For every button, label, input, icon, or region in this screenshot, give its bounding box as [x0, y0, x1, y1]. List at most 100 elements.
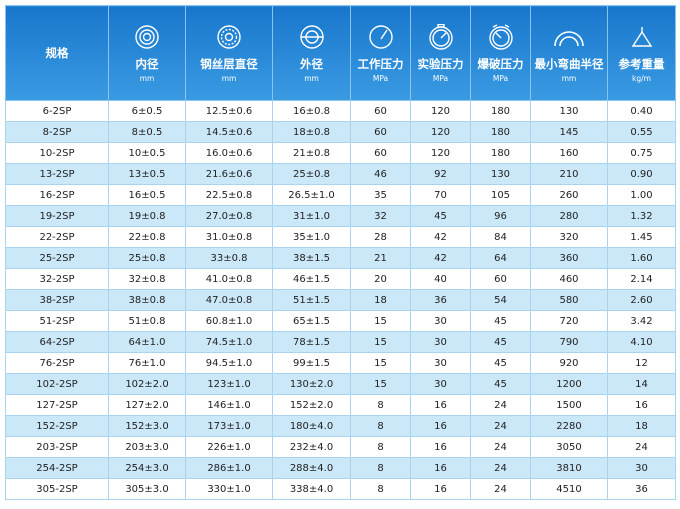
header-cell: 参考重量 kg/m	[607, 5, 676, 101]
table-cell: 76-2SP	[5, 352, 109, 374]
table-cell: 130	[470, 163, 531, 185]
table-cell: 24	[470, 457, 531, 479]
table-row: 25-2SP 25±0.8 33±0.8 38±1.5 21 42 64 360 1.60	[5, 247, 676, 269]
table-cell: 1.45	[607, 226, 676, 248]
table-cell: 21±0.8	[272, 142, 351, 164]
table-cell: 84	[470, 226, 531, 248]
table-cell: 8	[350, 415, 411, 437]
table-cell: 60	[470, 268, 531, 290]
table-cell: 1.60	[607, 247, 676, 269]
table-cell: 102±2.0	[108, 373, 186, 395]
table-cell: 16	[410, 457, 471, 479]
table-cell: 14	[607, 373, 676, 395]
table-row: 32-2SP 32±0.8 41.0±0.8 46±1.5 20 40 60 460 2.14	[5, 268, 676, 290]
table-cell: 16	[410, 415, 471, 437]
table-cell: 24	[470, 478, 531, 500]
table-cell: 36	[607, 478, 676, 500]
table-cell: 146±1.0	[185, 394, 273, 416]
table-cell: 16-2SP	[5, 184, 109, 206]
table-cell: 8±0.5	[108, 121, 186, 143]
table-cell: 0.55	[607, 121, 676, 143]
table-cell: 360	[530, 247, 608, 269]
table-cell: 30	[410, 310, 471, 332]
table-cell: 10±0.5	[108, 142, 186, 164]
table-cell: 123±1.0	[185, 373, 273, 395]
table-row: 76-2SP 76±1.0 94.5±1.0 99±1.5 15 30 45 920 12	[5, 352, 676, 374]
table-cell: 152±2.0	[272, 394, 351, 416]
table-cell: 30	[410, 331, 471, 353]
table-cell: 13±0.5	[108, 163, 186, 185]
table-cell: 60	[350, 100, 411, 122]
icon	[217, 24, 241, 49]
table-row: 16-2SP 16±0.5 22.5±0.8 26.5±1.0 35 70 105 260 1.…	[5, 184, 676, 206]
table-cell: 38±1.5	[272, 247, 351, 269]
table-cell: 24	[470, 436, 531, 458]
table-cell: 54	[470, 289, 531, 311]
table-cell: 26.5±1.0	[272, 184, 351, 206]
table-cell: 99±1.5	[272, 352, 351, 374]
table-cell: 3050	[530, 436, 608, 458]
table-cell: 21	[350, 247, 411, 269]
table-cell: 210	[530, 163, 608, 185]
table-cell: 31±1.0	[272, 205, 351, 227]
table-cell: 42	[410, 247, 471, 269]
table-cell: 45	[410, 205, 471, 227]
header-cell: 爆破压力 MPa	[470, 5, 531, 101]
table-cell: 105	[470, 184, 531, 206]
table-cell: 20	[350, 268, 411, 290]
table-cell: 254±3.0	[108, 457, 186, 479]
table-row: 102-2SP 102±2.0 123±1.0 130±2.0 15 30 45 1200 14	[5, 373, 676, 395]
table-cell: 2280	[530, 415, 608, 437]
table-row: 203-2SP 203±3.0 226±1.0 232±4.0 8 16 24 3050 24	[5, 436, 676, 458]
table-cell: 173±1.0	[185, 415, 273, 437]
spec-table: 规格 内径 mm 钢丝层直径 mm 外径 mm 工作压力 MPa 实验压力 MPa 爆破压…	[5, 5, 676, 500]
table-cell: 152-2SP	[5, 415, 109, 437]
header-unit: mm	[561, 73, 577, 83]
spec-table-wrap: 规格 内径 mm 钢丝层直径 mm 外径 mm 工作压力 MPa 实验压力 MPa 爆破压…	[5, 5, 676, 500]
table-cell: 16	[410, 478, 471, 500]
table-cell: 65±1.5	[272, 310, 351, 332]
table-cell: 21.6±0.6	[185, 163, 273, 185]
table-cell: 180	[470, 100, 531, 122]
table-cell: 232±4.0	[272, 436, 351, 458]
table-cell: 145	[530, 121, 608, 143]
table-row: 38-2SP 38±0.8 47.0±0.8 51±1.5 18 36 54 580 2.60	[5, 289, 676, 311]
table-cell: 30	[607, 457, 676, 479]
table-cell: 22±0.8	[108, 226, 186, 248]
header-unit: mm	[304, 73, 319, 83]
table-cell: 1500	[530, 394, 608, 416]
table-cell: 19±0.8	[108, 205, 186, 227]
table-cell: 64-2SP	[5, 331, 109, 353]
table-cell: 16	[410, 394, 471, 416]
table-body: 6-2SP 6±0.5 12.5±0.6 16±0.8 60 120 180 130 0.40 8…	[5, 100, 676, 500]
table-cell: 70	[410, 184, 471, 206]
table-cell: 76±1.0	[108, 352, 186, 374]
table-cell: 152±3.0	[108, 415, 186, 437]
table-cell: 254-2SP	[5, 457, 109, 479]
table-cell: 305-2SP	[5, 478, 109, 500]
table-cell: 130±2.0	[272, 373, 351, 395]
table-cell: 127±2.0	[108, 394, 186, 416]
table-cell: 920	[530, 352, 608, 374]
table-row: 13-2SP 13±0.5 21.6±0.6 25±0.8 46 92 130 210 0.90	[5, 163, 676, 185]
table-cell: 720	[530, 310, 608, 332]
table-cell: 288±4.0	[272, 457, 351, 479]
table-cell: 120	[410, 142, 471, 164]
table-cell: 74.5±1.0	[185, 331, 273, 353]
table-cell: 22.5±0.8	[185, 184, 273, 206]
table-cell: 94.5±1.0	[185, 352, 273, 374]
table-cell: 3.42	[607, 310, 676, 332]
table-cell: 120	[410, 121, 471, 143]
table-cell: 338±4.0	[272, 478, 351, 500]
table-row: 127-2SP 127±2.0 146±1.0 152±2.0 8 16 24 1500 16	[5, 394, 676, 416]
header-cell: 实验压力 MPa	[410, 5, 471, 101]
table-cell: 45	[470, 310, 531, 332]
table-cell: 1.32	[607, 205, 676, 227]
table-cell: 60	[350, 121, 411, 143]
table-cell: 320	[530, 226, 608, 248]
table-cell: 35	[350, 184, 411, 206]
header-cell: 最小弯曲半径 mm	[530, 5, 608, 101]
table-cell: 60.8±1.0	[185, 310, 273, 332]
table-cell: 31.0±0.8	[185, 226, 273, 248]
header-title: 钢丝层直径	[200, 56, 258, 71]
